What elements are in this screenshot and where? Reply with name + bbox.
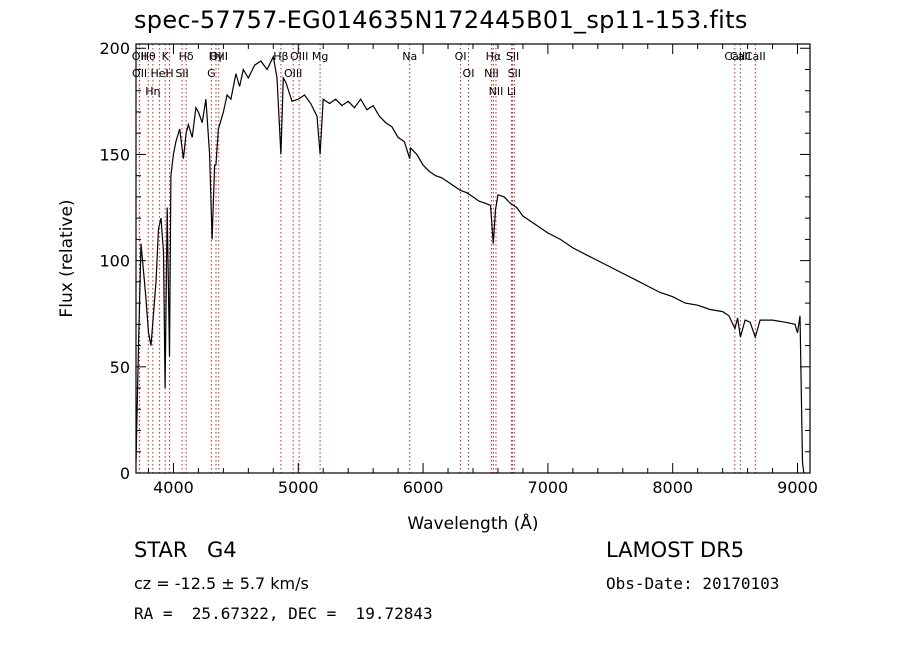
line-marker-label: Hβ bbox=[273, 50, 288, 63]
line-marker-label: G bbox=[207, 67, 216, 80]
x-axis-ticks: 4000 5000 6000 7000 8000 9000 bbox=[147, 44, 818, 497]
line-marker-label: OIII bbox=[210, 50, 228, 63]
y-axis-label: Flux (relative) bbox=[57, 199, 77, 317]
plot-frame bbox=[135, 43, 811, 474]
y-tick-label: 100 bbox=[99, 252, 130, 271]
y-tick-label: 50 bbox=[110, 358, 130, 377]
x-axis-label: Wavelength (Å) bbox=[407, 512, 538, 534]
line-marker-label: NII bbox=[484, 67, 499, 80]
coordinates-label: RA = 25.67322, DEC = 19.72843 bbox=[134, 604, 433, 623]
subclass-label: G4 bbox=[207, 538, 237, 562]
line-marker-label: OIII bbox=[290, 50, 308, 63]
line-marker-label: OII bbox=[132, 67, 147, 80]
line-marker-label: Li bbox=[507, 85, 516, 98]
page-title: spec-57757-EG014635N172445B01_sp11-153.f… bbox=[134, 6, 748, 34]
line-marker-label: OIII bbox=[284, 67, 302, 80]
x-tick-label: 4000 bbox=[153, 478, 194, 497]
redshift-velocity-label: cz = -12.5 ± 5.7 km/s bbox=[134, 574, 309, 593]
line-marker-label: CaII bbox=[745, 50, 766, 63]
line-marker-label: HeI bbox=[150, 67, 168, 80]
x-tick-label: 6000 bbox=[403, 478, 444, 497]
line-marker-label: Na bbox=[402, 50, 417, 63]
object-class-label: STAR bbox=[134, 538, 188, 562]
line-marker-label: SII bbox=[506, 50, 519, 63]
line-marker-label: OII bbox=[132, 50, 147, 63]
x-tick-label: 7000 bbox=[528, 478, 569, 497]
line-marker-label: Hγ bbox=[209, 50, 224, 63]
line-marker-label: SII bbox=[508, 67, 521, 80]
x-tick-label: 9000 bbox=[777, 478, 818, 497]
line-marker-label: K bbox=[162, 50, 170, 63]
line-marker-label: SII bbox=[175, 67, 188, 80]
line-marker-label: OI bbox=[455, 50, 467, 63]
line-marker-label: NII bbox=[489, 85, 504, 98]
y-tick-label: 200 bbox=[99, 39, 130, 58]
survey-label: LAMOST DR5 bbox=[606, 538, 745, 562]
y-axis-ticks: 0 50 100 150 200 bbox=[99, 39, 810, 483]
line-markers bbox=[138, 44, 756, 473]
line-marker-label: OI bbox=[463, 67, 475, 80]
x-tick-label: 8000 bbox=[652, 478, 693, 497]
observation-date-label: Obs-Date: 20170103 bbox=[606, 574, 780, 593]
line-marker-label: Hα bbox=[486, 50, 502, 63]
line-marker-label: Hδ bbox=[179, 50, 194, 63]
y-tick-label: 0 bbox=[120, 464, 130, 483]
line-marker-label: CaII bbox=[724, 50, 745, 63]
line-marker-label: CaII bbox=[730, 50, 751, 63]
y-tick-label: 150 bbox=[99, 145, 130, 164]
line-marker-label: H bbox=[165, 67, 173, 80]
spectrum-series-line bbox=[135, 54, 805, 474]
x-tick-label: 5000 bbox=[278, 478, 319, 497]
line-marker-label: Mg bbox=[312, 50, 328, 63]
line-marker-label: Hθ bbox=[141, 50, 156, 63]
line-marker-label: Hη bbox=[145, 85, 160, 98]
